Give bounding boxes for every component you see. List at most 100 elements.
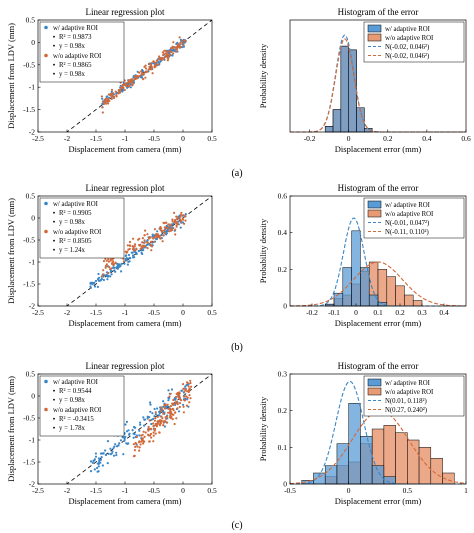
scatter-point-with-roi [110, 273, 113, 276]
legend-bullet [53, 63, 55, 66]
legend-entry: w/o adaptive ROI [53, 229, 102, 236]
scatter-point-with-roi [105, 274, 108, 277]
legend-entry: w/o adaptive ROI [53, 407, 102, 414]
legend-bullet [53, 248, 55, 251]
scatter-point-with-roi [149, 401, 152, 404]
scatter-point-with-roi [131, 429, 134, 432]
scatter-point-without-roi [162, 412, 165, 415]
x-tick-label: 0.2 [383, 134, 393, 143]
scatter-point-with-roi [124, 259, 127, 262]
legend-marker [44, 407, 48, 412]
scatter-point-without-roi [144, 76, 147, 79]
histogram-axes-frame [289, 19, 467, 133]
y-axis-label: Probability density [258, 218, 268, 283]
scatter-point-without-roi [142, 442, 145, 445]
scatter-point-without-roi [182, 411, 185, 414]
scatter-point-without-roi [163, 404, 166, 407]
legend-entry: N(0.27, 0.240²) [385, 407, 427, 414]
scatter-point-without-roi [169, 414, 172, 417]
scatter-point-with-roi [114, 443, 117, 446]
scatter-point-without-roi [188, 394, 191, 397]
scatter-point-with-roi [97, 279, 101, 282]
scatter-point-without-roi [179, 220, 182, 223]
scatter-point-without-roi [134, 76, 137, 80]
scatter-point-without-roi [169, 54, 172, 57]
histogram-panel-5: Histogram of the error-0.5 0 0.5 100.10.20.… [258, 361, 468, 506]
scatter-point-with-roi [151, 412, 154, 415]
x-axis-label: Displacement error (mm) [335, 496, 422, 506]
scatter-point-with-roi [123, 439, 126, 442]
scatter-point-without-roi [146, 233, 149, 236]
legend-stat: R² = -0.3415 [59, 416, 94, 423]
legend-box [39, 197, 125, 259]
legend-stat: y = 0.98x [59, 219, 86, 226]
y-tick-label: -2 [29, 302, 35, 311]
scatter-point-without-roi [175, 48, 179, 51]
scatter-point-with-roi [93, 468, 96, 471]
scatter-point-without-roi [105, 264, 108, 267]
legend-entry: N(-0.01, 0.047²) [385, 220, 429, 227]
scatter-point-with-roi [120, 270, 123, 273]
legend-box [39, 375, 125, 437]
scatter-point-with-roi [151, 233, 154, 236]
scatter-point-with-roi [130, 251, 133, 254]
legend-bullet [53, 417, 55, 420]
histogram-bar-without-roi [395, 432, 408, 485]
scatter-point-without-roi [148, 440, 151, 443]
x-tick-label: 0.6 [461, 134, 471, 143]
scatter-point-without-roi [171, 402, 174, 405]
scatter-plot-area [66, 196, 212, 306]
scatter-point-without-roi [134, 445, 137, 448]
histogram-bar-with-roi [351, 230, 361, 307]
legend-marker [44, 25, 48, 30]
legend-entry: w/o adaptive ROI [385, 211, 434, 218]
legend-entry: N(0.01, 0.118²) [385, 398, 427, 405]
scatter-point-with-roi [151, 235, 154, 238]
scatter-point-without-roi [114, 90, 117, 93]
scatter-point-with-roi [96, 462, 99, 465]
scatter-point-with-roi [171, 54, 174, 57]
scatter-point-with-roi [104, 449, 107, 452]
scatter-point-without-roi [163, 229, 166, 232]
scatter-point-without-roi [100, 95, 103, 98]
scatter-point-with-roi [109, 447, 112, 450]
legend-marker [44, 53, 48, 58]
y-axis-label: Displacement from LDV (mm) [6, 376, 16, 482]
scatter-point-without-roi [167, 411, 170, 414]
histogram-bar-without-roi [377, 269, 388, 307]
scatter-point-with-roi [114, 270, 117, 273]
scatter-point-with-roi [182, 403, 185, 406]
scatter-point-without-roi [132, 246, 135, 250]
scatter-point-without-roi [175, 50, 178, 53]
scatter-point-with-roi [146, 417, 149, 420]
scatter-point-without-roi [182, 41, 185, 44]
legend-entry: w/ adaptive ROI [53, 379, 99, 386]
scatter-point-without-roi [162, 54, 165, 57]
scatter-point-without-roi [165, 417, 168, 420]
scatter-point-without-roi [147, 429, 150, 432]
scatter-point-with-roi [162, 400, 165, 403]
scatter-point-with-roi [140, 251, 143, 254]
scatter-point-with-roi [139, 423, 142, 426]
scatter-point-without-roi [133, 75, 136, 78]
scatter-point-without-roi [150, 249, 153, 252]
histogram-bar-with-roi [348, 403, 361, 485]
legend-marker [44, 229, 48, 234]
scatter-point-without-roi [154, 417, 157, 420]
scatter-point-without-roi [137, 441, 141, 444]
scatter-point-with-roi [150, 422, 153, 426]
legend-bullet [53, 389, 55, 392]
y-tick-label: 0.3 [278, 370, 288, 379]
scatter-point-with-roi [125, 430, 129, 433]
legend-swatch [367, 387, 382, 396]
x-axis-label: Displacement error (mm) [335, 318, 422, 328]
scatter-point-without-roi [156, 422, 159, 425]
scatter-point-without-roi [186, 390, 189, 393]
scatter-point-with-roi [106, 95, 109, 98]
scatter-point-with-roi [184, 385, 187, 388]
scatter-point-without-roi [169, 392, 172, 395]
scatter-point-with-roi [94, 279, 98, 283]
scatter-point-without-roi [142, 430, 145, 433]
scatter-point-without-roi [170, 228, 174, 232]
scatter-point-without-roi [189, 381, 192, 385]
